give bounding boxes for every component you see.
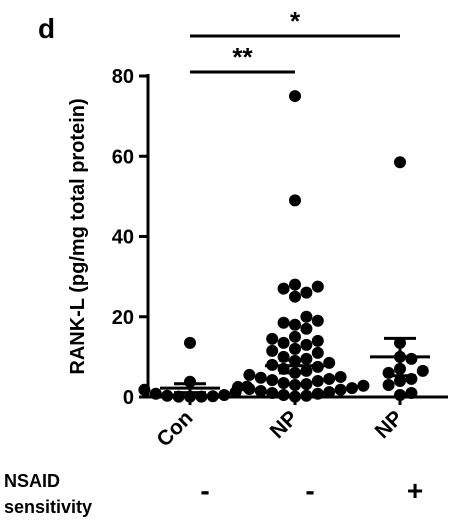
x-tick-label: Con: [152, 406, 197, 451]
data-point: [277, 316, 290, 329]
data-point: [289, 378, 301, 391]
data-point: [218, 388, 231, 401]
y-tick-label: 0: [123, 387, 134, 409]
data-point: [161, 389, 174, 402]
data-point: [254, 371, 267, 384]
data-point: [300, 378, 313, 391]
data-point: [405, 352, 418, 365]
data-point: [311, 334, 324, 347]
data-point: [311, 374, 324, 387]
data-point: [277, 282, 290, 295]
data-point: [300, 322, 313, 335]
y-tick-label: 60: [112, 146, 134, 168]
panel-label: d: [38, 13, 55, 44]
data-point: [394, 156, 406, 169]
y-axis-label: RANK-L (pg/mg total protein): [67, 98, 89, 374]
row-value: -: [200, 475, 209, 506]
data-point: [300, 389, 313, 402]
data-point: [323, 356, 336, 369]
data-point: [243, 382, 256, 395]
data-point: [277, 336, 290, 349]
data-point: [394, 374, 406, 387]
data-point: [289, 90, 301, 103]
data-point: [289, 290, 301, 303]
data-point: [149, 387, 162, 400]
row-value: -: [305, 475, 314, 506]
row-label-line-1: NSAID: [4, 471, 60, 491]
data-point: [277, 376, 290, 389]
data-point: [243, 368, 256, 381]
x-tick-label: NP: [371, 406, 408, 443]
data-point: [311, 280, 324, 293]
data-point: [300, 310, 313, 323]
data-point: [289, 390, 301, 403]
data-point: [323, 386, 336, 399]
row-label-line-2: sensitivity: [4, 497, 92, 517]
data-point: [300, 338, 313, 351]
y-tick-label: 40: [112, 227, 134, 249]
data-point: [346, 382, 358, 395]
data-point: [382, 378, 395, 391]
data-point: [416, 364, 429, 377]
data-point: [394, 388, 406, 401]
y-ticks: 0 20 40 60 80: [112, 66, 148, 409]
error-bars: [160, 336, 430, 395]
data-point: [311, 387, 324, 400]
data-point: [405, 386, 418, 399]
data-point: [357, 379, 370, 392]
row-value: +: [407, 475, 423, 506]
data-point: [289, 194, 301, 207]
data-point: [334, 370, 347, 383]
data-point: [184, 336, 196, 349]
data-point: [311, 346, 324, 359]
data-point: [334, 383, 347, 396]
data-point: [138, 383, 151, 396]
significance-label: *: [290, 6, 301, 36]
significance-brackets: ***: [190, 6, 400, 74]
data-point: [311, 314, 324, 327]
data-point: [266, 344, 279, 357]
data-point: [323, 372, 336, 385]
x-tick-labels: Con NP NP: [152, 397, 408, 451]
data-point: [289, 330, 301, 343]
data-point: [266, 374, 279, 387]
data-point: [206, 390, 219, 403]
data-point: [289, 278, 301, 291]
y-tick-label: 20: [112, 307, 134, 329]
data-point: [266, 386, 279, 399]
row-values: - - +: [200, 475, 423, 506]
significance-label: **: [232, 42, 253, 72]
data-point: [266, 332, 279, 345]
data-point: [232, 380, 244, 393]
data-point: [300, 286, 313, 299]
data-point: [289, 318, 301, 331]
data-point: [289, 342, 301, 355]
data-point: [254, 384, 267, 397]
x-tick-label: NP: [266, 406, 303, 443]
y-tick-label: 80: [112, 66, 134, 88]
data-point: [277, 388, 290, 401]
